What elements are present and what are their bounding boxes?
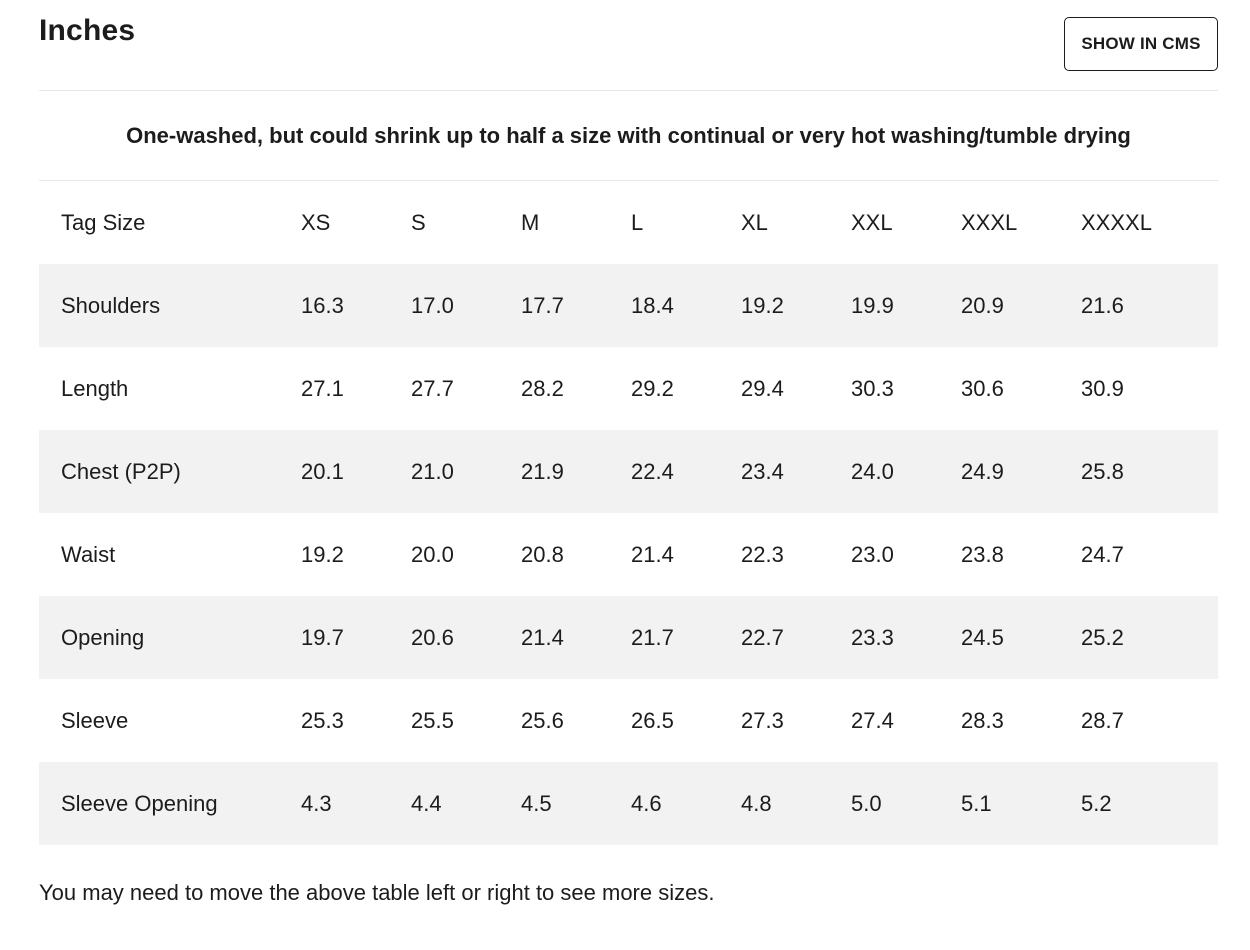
column-header: S	[411, 209, 426, 235]
size-chart-header: Inches SHOW IN CMS	[39, 0, 1218, 91]
table-cell: 22.4	[631, 458, 674, 484]
table-cell: 5.1	[961, 790, 992, 816]
table-cell: 30.6	[961, 375, 1004, 401]
row-label: Length	[61, 375, 129, 401]
column-header: XL	[741, 209, 768, 235]
table-cell: 23.3	[851, 624, 894, 650]
column-header: L	[631, 209, 644, 235]
table-cell: 4.6	[631, 790, 662, 816]
row-label: Opening	[61, 624, 145, 650]
table-cell: 18.4	[631, 292, 674, 318]
column-header: XS	[301, 209, 331, 235]
table-cell: 22.7	[741, 624, 784, 650]
table-cell: 25.6	[521, 707, 564, 733]
table-cell: 21.6	[1081, 292, 1124, 318]
table-cell: 5.2	[1081, 790, 1112, 816]
row-label: Sleeve	[61, 707, 129, 733]
table-row: Opening 19.7 20.6 21.4 21.7 22.7 23.3 24…	[39, 596, 1218, 679]
table-cell: 20.8	[521, 541, 564, 567]
table-cell: 17.7	[521, 292, 564, 318]
table-cell: 29.4	[741, 375, 784, 401]
table-row: Chest (P2P) 20.1 21.0 21.9 22.4 23.4 24.…	[39, 430, 1218, 513]
table-cell: 24.7	[1081, 541, 1124, 567]
table-cell: 20.1	[301, 458, 344, 484]
table-cell: 27.3	[741, 707, 784, 733]
tag-size-header: Tag Size	[61, 209, 146, 235]
table-cell: 21.4	[631, 541, 674, 567]
table-cell: 24.5	[961, 624, 1004, 650]
show-in-cms-button[interactable]: SHOW IN CMS	[1064, 17, 1218, 71]
table-cell: 17.0	[411, 292, 454, 318]
table-cell: 23.0	[851, 541, 894, 567]
row-label: Waist	[61, 541, 116, 567]
column-header: M	[521, 209, 540, 235]
table-row: Shoulders 16.3 17.0 17.7 18.4 19.2 19.9 …	[39, 264, 1218, 347]
table-cell: 27.7	[411, 375, 454, 401]
table-cell: 28.2	[521, 375, 564, 401]
washing-note: One-washed, but could shrink up to half …	[39, 91, 1218, 181]
table-cell: 20.0	[411, 541, 454, 567]
table-cell: 20.6	[411, 624, 454, 650]
table-cell: 21.7	[631, 624, 674, 650]
table-cell: 22.3	[741, 541, 784, 567]
table-cell: 27.1	[301, 375, 344, 401]
table-cell: 20.9	[961, 292, 1004, 318]
table-cell: 21.4	[521, 624, 564, 650]
unit-title: Inches	[39, 14, 136, 47]
table-cell: 26.5	[631, 707, 674, 733]
table-cell: 4.4	[411, 790, 442, 816]
table-cell: 30.3	[851, 375, 894, 401]
table-cell: 27.4	[851, 707, 894, 733]
table-cell: 23.4	[741, 458, 784, 484]
table-cell: 4.5	[521, 790, 552, 816]
table-cell: 30.9	[1081, 375, 1124, 401]
table-cell: 5.0	[851, 790, 882, 816]
table-cell: 19.2	[741, 292, 784, 318]
row-label: Sleeve Opening	[61, 790, 218, 816]
table-cell: 21.0	[411, 458, 454, 484]
table-cell: 25.8	[1081, 458, 1124, 484]
column-header: XXL	[851, 209, 893, 235]
column-header: XXXL	[961, 209, 1018, 235]
table-cell: 21.9	[521, 458, 564, 484]
table-row: Waist 19.2 20.0 20.8 21.4 22.3 23.0 23.8…	[39, 513, 1218, 596]
table-header-row: Tag Size XS S M L XL XXL XXXL XXXXL	[39, 181, 1218, 264]
table-cell: 24.0	[851, 458, 894, 484]
table-cell: 19.9	[851, 292, 894, 318]
table-cell: 28.3	[961, 707, 1004, 733]
table-cell: 29.2	[631, 375, 674, 401]
table-row: Sleeve 25.3 25.5 25.6 26.5 27.3 27.4 28.…	[39, 679, 1218, 762]
table-cell: 28.7	[1081, 707, 1124, 733]
table-cell: 25.2	[1081, 624, 1124, 650]
table-cell: 19.7	[301, 624, 344, 650]
table-cell: 4.3	[301, 790, 332, 816]
table-row: Sleeve Opening 4.3 4.4 4.5 4.6 4.8 5.0 5…	[39, 762, 1218, 845]
size-table[interactable]: Tag Size XS S M L XL XXL XXXL XXXXL Shou…	[39, 181, 1218, 845]
table-row: Length 27.1 27.7 28.2 29.2 29.4 30.3 30.…	[39, 347, 1218, 430]
table-cell: 19.2	[301, 541, 344, 567]
table-cell: 4.8	[741, 790, 772, 816]
table-cell: 16.3	[301, 292, 344, 318]
table-cell: 25.5	[411, 707, 454, 733]
table-cell: 23.8	[961, 541, 1004, 567]
column-header: XXXXL	[1081, 209, 1152, 235]
row-label: Chest (P2P)	[61, 458, 181, 484]
table-cell: 24.9	[961, 458, 1004, 484]
row-label: Shoulders	[61, 292, 161, 318]
table-cell: 25.3	[301, 707, 344, 733]
scroll-hint: You may need to move the above table lef…	[39, 880, 715, 905]
